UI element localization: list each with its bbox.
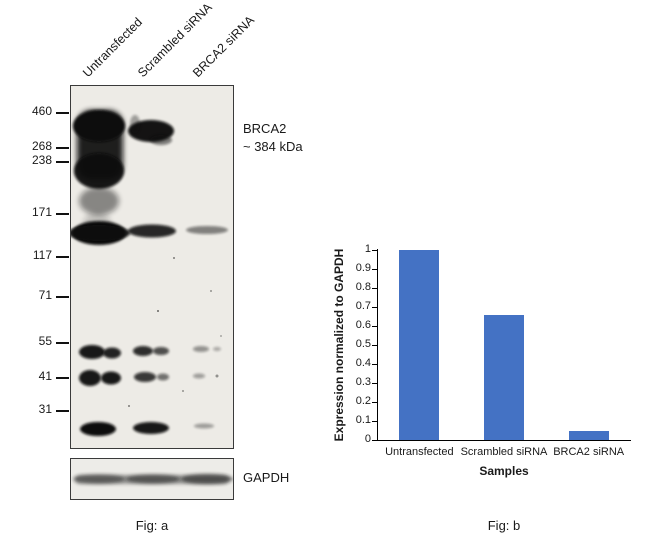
y-tick-label-0.1: 0.1: [355, 414, 371, 426]
bar-0: [399, 250, 440, 440]
mw-tick-41: [56, 377, 69, 379]
bar-2: [568, 430, 609, 440]
y-tick-mark-0.2: [372, 402, 377, 403]
mw-label-238: 238: [31, 153, 52, 167]
mw-tick-171: [56, 213, 69, 215]
y-tick-mark-0: [372, 440, 377, 441]
blot-bands-image: [68, 110, 228, 436]
fig-b-caption: Fig: b: [487, 518, 521, 533]
y-tick-mark-0.1: [372, 421, 377, 422]
x-axis-line: [377, 440, 631, 441]
y-tick-label-0.7: 0.7: [355, 300, 371, 312]
gapdh-control-panel: [70, 458, 234, 500]
x-category-label-2: BRCA2 siRNA: [553, 446, 625, 458]
mw-tick-71: [56, 296, 69, 298]
y-tick-label-0.5: 0.5: [355, 338, 371, 350]
y-axis-title: Expression normalized to GAPDH: [332, 248, 346, 442]
mw-label-41: 41: [38, 369, 52, 383]
y-tick-label-0: 0: [364, 433, 371, 445]
gapdh-label: GAPDH: [243, 470, 290, 485]
target-annotation-line2: ~ 384 kDa: [243, 139, 303, 154]
mw-label-71: 71: [38, 288, 52, 302]
mw-label-31: 31: [38, 402, 52, 416]
y-tick-mark-0.6: [372, 326, 377, 327]
fig-a-caption: Fig: a: [135, 518, 169, 533]
mw-tick-117: [56, 256, 69, 258]
y-tick-label-0.4: 0.4: [355, 357, 371, 369]
y-axis-line: [377, 249, 378, 441]
y-tick-label-0.9: 0.9: [355, 262, 371, 274]
y-tick-mark-0.8: [372, 288, 377, 289]
mw-tick-31: [56, 410, 69, 412]
y-tick-label-0.2: 0.2: [355, 395, 371, 407]
y-tick-label-1: 1: [364, 243, 371, 255]
mw-tick-268: [56, 147, 69, 149]
mw-label-171: 171: [31, 205, 52, 219]
y-tick-label-0.8: 0.8: [355, 281, 371, 293]
y-tick-mark-0.9: [372, 269, 377, 270]
bar-1: [484, 314, 524, 440]
gapdh-band-image: [73, 474, 233, 484]
mw-label-268: 268: [31, 139, 52, 153]
mw-label-55: 55: [38, 334, 52, 348]
western-blot-panel: [68, 85, 234, 449]
y-tick-mark-0.5: [372, 345, 377, 346]
x-axis-title: Samples: [479, 464, 529, 478]
y-tick-label-0.3: 0.3: [355, 376, 371, 388]
mw-tick-460: [56, 112, 69, 114]
mw-label-117: 117: [32, 248, 52, 262]
y-tick-mark-0.3: [372, 383, 377, 384]
y-tick-mark-1: [372, 250, 377, 251]
mw-tick-55: [56, 342, 69, 344]
mw-label-460: 460: [31, 104, 52, 118]
x-category-label-0: Untransfected: [385, 446, 454, 458]
y-tick-mark-0.7: [372, 307, 377, 308]
y-tick-mark-0.4: [372, 364, 377, 365]
target-annotation: BRCA2 ~ 384 kDa: [243, 120, 303, 156]
x-category-label-1: Scrambled siRNA: [460, 446, 548, 458]
y-tick-label-0.6: 0.6: [355, 319, 371, 331]
target-annotation-line1: BRCA2: [243, 121, 287, 136]
mw-tick-238: [56, 161, 69, 163]
